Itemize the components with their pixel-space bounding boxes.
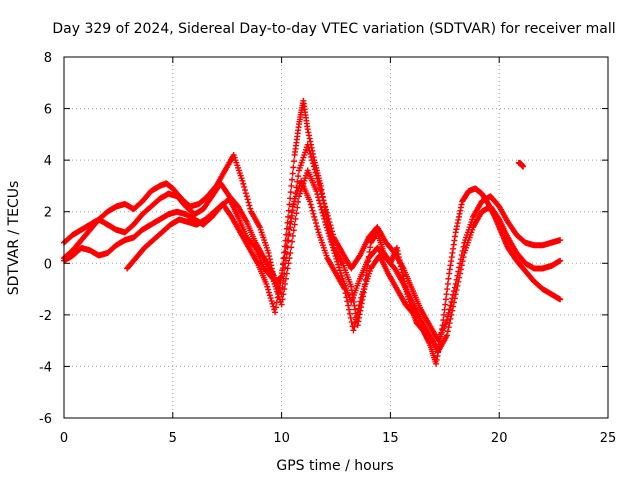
y-tick-label: 4 [44,154,52,169]
series-track-b [61,141,564,344]
axis-ticks: 0 5 10 15 20 25 -6 -4 -2 0 2 4 6 8 [39,51,616,446]
y-axis-label: SDTVAR / TECUs [6,181,22,296]
data-series [61,97,564,367]
series-isolated [515,159,527,170]
x-tick-label: 25 [600,431,617,446]
y-tick-label: 0 [44,257,52,272]
y-tick-label: -4 [39,360,52,375]
y-tick-label: 6 [44,103,52,118]
y-tick-label: -6 [39,412,52,427]
chart-title: Day 329 of 2024, Sidereal Day-to-day VTE… [52,21,615,37]
x-tick-label: 0 [60,431,68,446]
y-tick-label: 2 [44,206,52,221]
x-tick-label: 5 [169,431,177,446]
x-tick-label: 20 [491,431,508,446]
series-markers [515,159,527,170]
y-tick-label: -2 [39,309,52,324]
grid-lines [64,57,608,418]
series-markers [124,177,418,334]
x-tick-label: 10 [273,431,290,446]
series-track-d [124,177,418,334]
x-tick-label: 15 [382,431,399,446]
y-tick-label: 8 [44,51,52,66]
x-axis-label: GPS time / hours [276,458,393,474]
series-markers [61,141,564,344]
plot-frame [63,56,609,419]
